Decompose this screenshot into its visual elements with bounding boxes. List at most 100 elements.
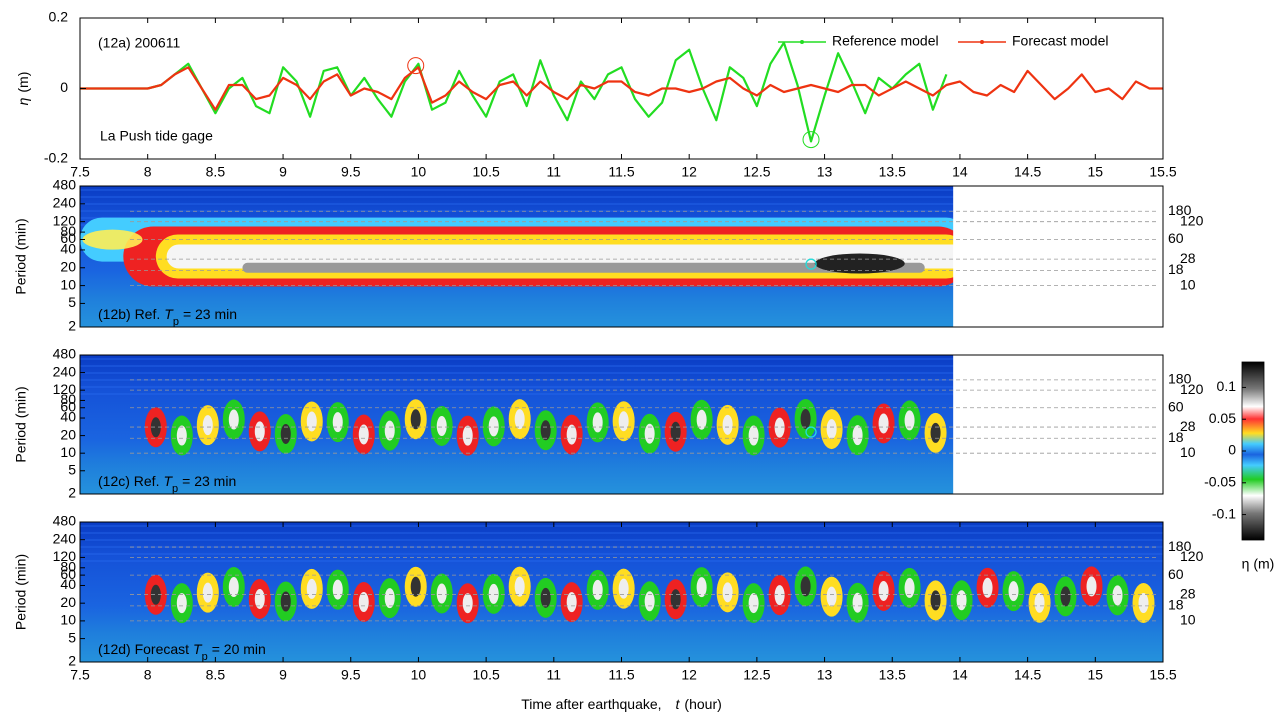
y-tick-label: 10 [60,612,76,628]
y-tick-label: 5 [68,461,76,477]
oscillation-core [878,580,889,601]
x-tick-label: 12 [681,164,697,180]
x-tick-label: 8 [144,667,152,683]
x-tick-label: 13 [817,667,833,683]
energy-blob [82,229,143,250]
oscillation-core [150,584,161,605]
x-tick-label: 15.5 [1149,667,1176,683]
reference-label: 60 [1168,230,1184,246]
oscillation-core [1086,576,1097,597]
oscillation-core [800,408,811,429]
colorbar-label: η (m) [1242,556,1275,572]
oscillation-core [540,587,551,608]
stripe [80,532,1163,534]
series-line [80,66,1163,111]
oscillation-core [878,413,889,434]
stripe [80,393,1163,395]
stripe [80,358,1163,360]
y-tick-label: 2 [68,485,76,501]
oscillation-core [826,586,837,607]
marker [805,426,817,438]
oscillation-core [904,577,915,598]
oscillation-core [566,424,577,445]
oscillation-core [436,583,447,604]
oscillation-core [592,412,603,433]
x-tick-label: 11.5 [608,164,634,180]
y-tick-label: 20 [60,594,76,610]
x-tick-label: 8.5 [206,667,226,683]
x-tick-label: 14.5 [1014,164,1041,180]
reference-label: 28 [1180,250,1196,266]
reference-label: 60 [1168,398,1184,414]
y-tick-label: 10 [60,276,76,292]
x-tick-label: 10.5 [473,667,500,683]
reference-label: 180 [1168,371,1192,387]
oscillation-core [852,425,863,446]
panel-label-part: = 23 min [183,306,237,322]
no-data [953,355,1163,494]
oscillation-core [566,592,577,613]
panel-label-part: T [164,306,174,322]
oscillation-core [410,409,421,430]
oscillation-core [254,421,265,442]
oscillation-core [1112,585,1123,606]
panel-label-part: p [172,483,178,495]
x-tick-label: 9.5 [341,667,361,683]
stripe [80,365,1163,367]
oscillation-core [748,593,759,614]
oscillation-core [306,578,317,599]
x-tick-label: 8.5 [206,164,226,180]
x-tick-label: 13.5 [879,667,906,683]
colorbar-tick-label: -0.1 [1212,505,1236,521]
reference-label: 28 [1180,418,1196,434]
oscillation-core [202,582,213,603]
x-tick-label: 14 [952,164,968,180]
stripe [80,560,1163,562]
panel-label-part: (12c) Ref. [98,473,159,489]
x-tick-label: 9 [279,667,287,683]
y-tick-label: 40 [60,576,76,592]
y-axis-label-part: (m) [15,72,31,93]
y-tick-label: 480 [53,513,77,529]
oscillation-core [254,588,265,609]
axes-frame [79,354,1164,495]
oscillation-core [280,591,291,612]
x-tick-label: 10 [411,667,427,683]
reference-label: 10 [1180,444,1196,460]
x-tick-label: 7.5 [70,667,90,683]
oscillation-core [1034,592,1045,613]
oscillation-core [358,424,369,445]
y-axis-label: η (m) [15,72,31,106]
oscillation-core [930,422,941,443]
oscillation-core [488,416,499,437]
panel-label: (12c) Ref. Tp = 23 min [98,473,236,495]
highlight-circle [407,57,425,75]
annotation: La Push tide gage [100,128,213,144]
oscillation-core [722,414,733,435]
y-axis-label: Period (min) [13,554,29,630]
oscillation-core [514,576,525,597]
legend-label: Reference model [832,33,939,49]
oscillation-core [462,593,473,614]
legend-label: Forecast model [1012,33,1108,49]
reference-label: 120 [1180,548,1204,564]
oscillation-core [228,409,239,430]
reference-label: 28 [1180,585,1196,601]
y-tick-label: 80 [60,558,76,574]
oscillation-core [956,590,967,611]
oscillation-core [774,417,785,438]
stripe [80,189,1163,191]
oscillation-core [462,425,473,446]
oscillation-core [800,576,811,597]
oscillation-core [176,425,187,446]
stripe [80,196,1163,198]
marker [805,258,817,270]
y-tick-label: 80 [60,391,76,407]
oscillation-core [982,577,993,598]
x-tick-label: 14.5 [1014,667,1041,683]
y-tick-label: 40 [60,241,76,257]
y-tick-label: 480 [53,177,77,193]
oscillation-core [358,592,369,613]
panel-label-part: (12b) Ref. [98,306,160,322]
